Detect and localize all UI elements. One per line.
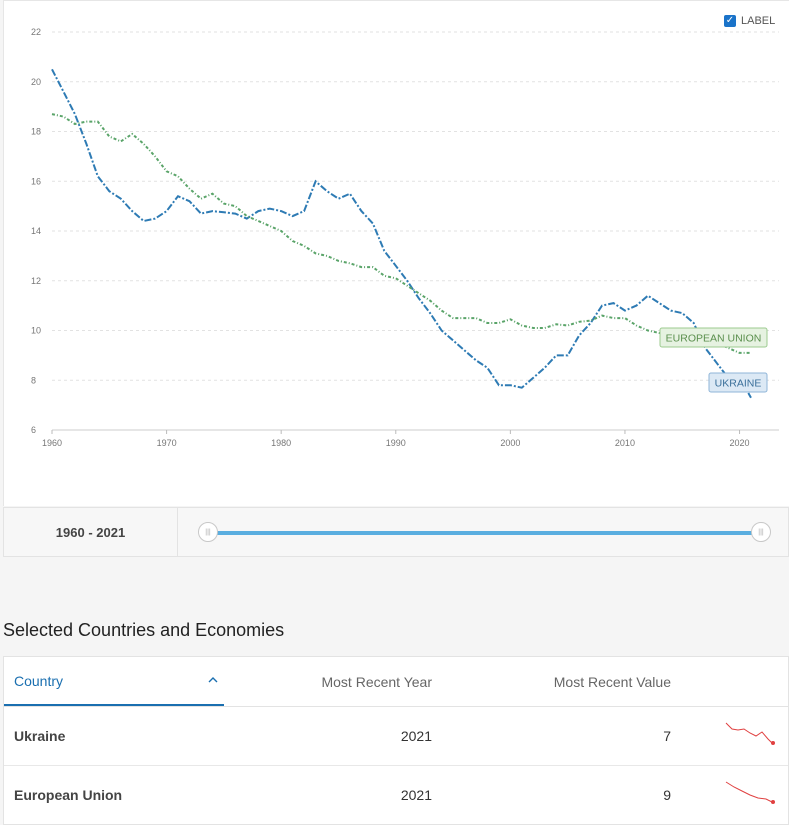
x-tick-label: 2000 xyxy=(500,438,520,448)
x-tick-label: 2010 xyxy=(615,438,635,448)
series-label-box xyxy=(659,327,768,348)
year-range-bar: 1960 - 2021 ||| ||| xyxy=(3,507,789,557)
section-title: Selected Countries and Economies xyxy=(3,620,285,640)
y-tick-label: 14 xyxy=(31,226,41,236)
series-label: UKRAINE xyxy=(715,378,762,390)
series-label: EUROPEAN UNION xyxy=(666,333,762,345)
series-label-box xyxy=(708,372,768,393)
line-chart: 6 8 10 12 14 16 18 20 22 1960 1970 1980 1990 2000 2010… xyxy=(31,27,779,448)
countries-table: Country Most Recent Year Most Recent Val… xyxy=(3,656,789,825)
x-tick-label: 2020 xyxy=(730,438,750,448)
y-tick-label: 20 xyxy=(31,77,41,87)
y-tick-label: 6 xyxy=(31,425,36,435)
y-tick-label: 22 xyxy=(31,27,41,37)
series-line-european-union[interactable] xyxy=(51,113,751,354)
y-tick-label: 16 xyxy=(31,176,41,186)
table-row[interactable]: Ukraine 2021 7 xyxy=(4,707,788,766)
label-checkbox[interactable]: ✓ xyxy=(724,15,736,27)
row-year: 2021 xyxy=(400,787,432,803)
x-tick-label: 1970 xyxy=(157,438,177,448)
table-row[interactable]: European Union 2021 9 xyxy=(4,766,788,824)
row-value: 7 xyxy=(663,728,671,744)
x-tick-label: 1960 xyxy=(42,438,62,448)
label-toggle[interactable]: ✓ LABEL xyxy=(724,15,775,27)
slider-start-handle[interactable]: ||| xyxy=(198,522,218,542)
y-tick-label: 8 xyxy=(31,375,36,385)
table-header: Country Most Recent Year Most Recent Val… xyxy=(4,657,788,707)
year-range-slider-track[interactable] xyxy=(210,531,764,535)
value-column-header[interactable]: Most Recent Value xyxy=(553,673,671,690)
x-tick-label: 1990 xyxy=(386,438,406,448)
row-value: 9 xyxy=(663,787,671,803)
label-toggle-text: LABEL xyxy=(741,15,776,27)
x-tick-label: 1980 xyxy=(271,438,291,448)
sparkline-ukraine xyxy=(725,722,775,745)
row-country[interactable]: Ukraine xyxy=(14,728,66,744)
series-line-ukraine[interactable] xyxy=(51,68,752,399)
row-country[interactable]: European Union xyxy=(14,787,123,803)
row-year: 2021 xyxy=(400,728,432,744)
chevron-up-icon[interactable] xyxy=(208,675,218,687)
sparkline-european-union xyxy=(725,781,775,804)
y-tick-label: 18 xyxy=(31,127,41,137)
country-header-label: Country xyxy=(14,672,64,689)
year-column-header[interactable]: Most Recent Year xyxy=(321,673,432,690)
chart-panel: 6 8 10 12 14 16 18 20 22 1960 1970 1980 1990 2000 2010… xyxy=(3,0,789,506)
year-range-label: 1960 - 2021 xyxy=(4,508,178,556)
y-tick-label: 10 xyxy=(31,326,41,336)
y-tick-label: 12 xyxy=(31,276,41,286)
slider-end-handle[interactable]: ||| xyxy=(751,522,771,542)
country-column-header[interactable]: Country xyxy=(4,657,224,706)
